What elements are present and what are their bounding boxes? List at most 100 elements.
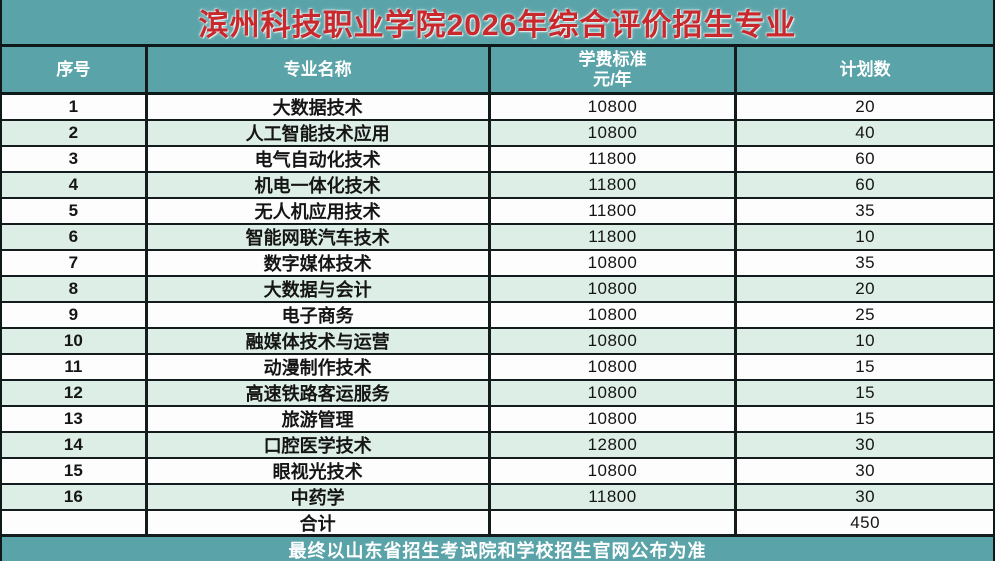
- cell-plan: 15: [734, 355, 993, 379]
- cell-major: 智能网联汽车技术: [144, 225, 488, 249]
- cell-major: 旅游管理: [144, 407, 488, 431]
- cell-no: 6: [68, 227, 79, 246]
- cell-fee: 10800: [487, 121, 735, 145]
- header-plan-label: 计划数: [839, 59, 891, 79]
- table-row: 5 无人机应用技术 11800 35: [2, 199, 993, 225]
- table-row: 14 口腔医学技术 12800 30: [2, 433, 993, 459]
- cell-major: 人工智能技术应用: [144, 121, 488, 145]
- cell-major: 眼视光技术: [144, 459, 488, 483]
- cell-major: 融媒体技术与运营: [144, 329, 488, 353]
- cell-fee: 11800: [487, 485, 735, 509]
- cell-no: 7: [68, 253, 79, 272]
- header-no-label: 序号: [56, 59, 91, 79]
- table-header-row: 序号 专业名称 学费标准 元/年 计划数: [2, 47, 993, 95]
- table-row: 11 动漫制作技术 10800 15: [2, 355, 993, 381]
- table-row: 4 机电一体化技术 11800 60: [2, 173, 993, 199]
- cell-fee: 10800: [487, 95, 735, 119]
- cell-no: 12: [63, 383, 83, 402]
- cell-fee: 10800: [487, 407, 735, 431]
- header-no: 序号: [2, 47, 145, 92]
- cell-no: 1: [68, 97, 79, 116]
- table-row: 10 融媒体技术与运营 10800 10: [2, 329, 993, 355]
- cell-fee: 10800: [487, 277, 735, 301]
- header-plan: 计划数: [734, 47, 993, 92]
- table-row: 7 数字媒体技术 10800 35: [2, 251, 993, 277]
- cell-plan: 10: [734, 225, 993, 249]
- table-row: 2 人工智能技术应用 10800 40: [2, 121, 993, 147]
- header-fee-line1: 学费标准: [578, 49, 647, 69]
- total-label-cell: 合计: [144, 511, 488, 534]
- cell-major: 中药学: [144, 485, 488, 509]
- cell-plan: 30: [734, 459, 993, 483]
- footer-bar: 最终以山东省招生考试院和学校招生官网公布为准: [2, 537, 993, 561]
- cell-plan: 35: [734, 199, 993, 223]
- cell-no: 2: [68, 123, 79, 142]
- cell-major: 电气自动化技术: [144, 147, 488, 171]
- table-row: 12 高速铁路客运服务 10800 15: [2, 381, 993, 407]
- cell-plan: 60: [734, 173, 993, 197]
- cell-plan: 10: [734, 329, 993, 353]
- cell-no: 16: [63, 487, 83, 506]
- cell-plan: 30: [734, 433, 993, 457]
- cell-no: 13: [63, 409, 83, 428]
- cell-fee: 10800: [487, 381, 735, 405]
- header-major-label: 专业名称: [283, 59, 352, 79]
- cell-major: 机电一体化技术: [144, 173, 488, 197]
- table-row: 13 旅游管理 10800 15: [2, 407, 993, 433]
- cell-plan: 15: [734, 407, 993, 431]
- cell-fee: 11800: [487, 173, 735, 197]
- cell-major: 大数据技术: [144, 95, 488, 119]
- table-row: 16 中药学 11800 30: [2, 485, 993, 511]
- cell-plan: 60: [734, 147, 993, 171]
- cell-fee: 11800: [487, 199, 735, 223]
- cell-fee: 11800: [487, 225, 735, 249]
- cell-major: 电子商务: [144, 303, 488, 327]
- cell-plan: 35: [734, 251, 993, 275]
- footer-note: 最终以山东省招生考试院和学校招生官网公布为准: [288, 541, 707, 561]
- cell-fee: 11800: [487, 147, 735, 171]
- table-row: 3 电气自动化技术 11800 60: [2, 147, 993, 173]
- cell-major: 动漫制作技术: [144, 355, 488, 379]
- cell-major: 大数据与会计: [144, 277, 488, 301]
- cell-major: 口腔医学技术: [144, 433, 488, 457]
- cell-fee: 12800: [487, 433, 735, 457]
- table-row: 8 大数据与会计 10800 20: [2, 277, 993, 303]
- cell-major: 高速铁路客运服务: [144, 381, 488, 405]
- cell-fee: 10800: [487, 355, 735, 379]
- total-no-cell: [2, 511, 145, 534]
- total-row: 合计 450: [2, 511, 993, 537]
- cell-no: 8: [68, 279, 79, 298]
- cell-plan: 15: [734, 381, 993, 405]
- table-row: 15 眼视光技术 10800 30: [2, 459, 993, 485]
- cell-fee: 10800: [487, 251, 735, 275]
- header-major: 专业名称: [144, 47, 488, 92]
- cell-no: 9: [68, 305, 79, 324]
- header-fee-line2: 元/年: [593, 69, 632, 89]
- total-fee-cell: [487, 511, 735, 534]
- cell-no: 14: [63, 435, 83, 454]
- table-row: 9 电子商务 10800 25: [2, 303, 993, 329]
- table-row: 1 大数据技术 10800 20: [2, 95, 993, 121]
- cell-fee: 10800: [487, 459, 735, 483]
- cell-fee: 10800: [487, 303, 735, 327]
- cell-major: 数字媒体技术: [144, 251, 488, 275]
- cell-plan: 25: [734, 303, 993, 327]
- header-fee: 学费标准 元/年: [487, 47, 735, 92]
- cell-no: 15: [63, 461, 83, 480]
- cell-no: 4: [68, 175, 79, 194]
- cell-fee: 10800: [487, 329, 735, 353]
- title-banner: 滨州科技职业学院2026年综合评价招生专业: [2, 0, 993, 47]
- cell-plan: 40: [734, 121, 993, 145]
- cell-major: 无人机应用技术: [144, 199, 488, 223]
- cell-plan: 20: [734, 277, 993, 301]
- cell-no: 5: [68, 201, 79, 220]
- cell-no: 3: [68, 149, 79, 168]
- table-row: 6 智能网联汽车技术 11800 10: [2, 225, 993, 251]
- cell-no: 10: [63, 331, 83, 350]
- cell-plan: 30: [734, 485, 993, 509]
- page-title: 滨州科技职业学院2026年综合评价招生专业: [198, 9, 797, 42]
- total-plan-cell: 450: [734, 511, 993, 534]
- cell-no: 11: [64, 357, 83, 376]
- cell-plan: 20: [734, 95, 993, 119]
